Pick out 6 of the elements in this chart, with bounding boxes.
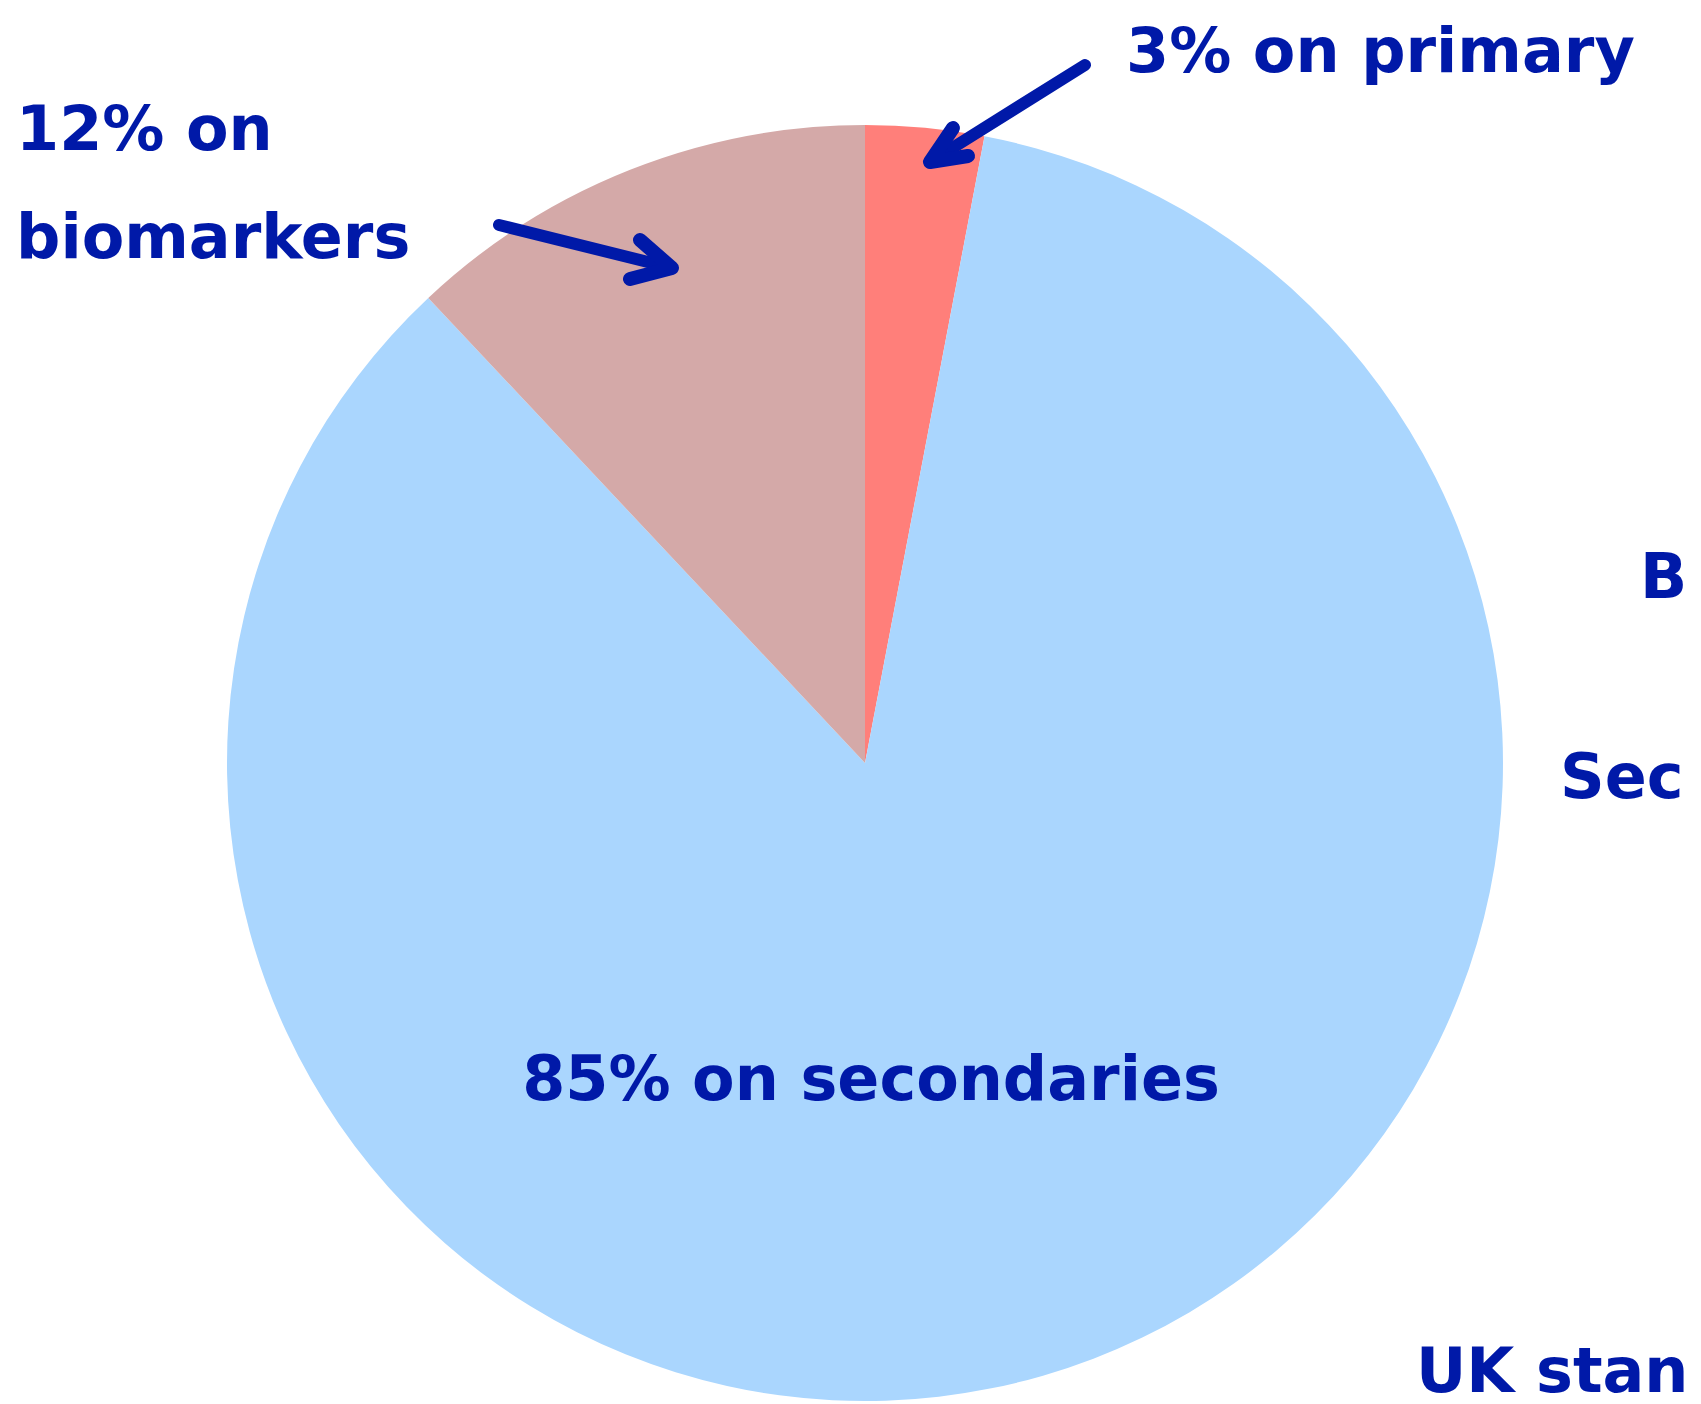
text: B <box>1640 540 1688 613</box>
text: Sec <box>1560 740 1684 813</box>
text: UK stan <box>1416 1334 1689 1404</box>
slice-label: 12% on biomarkers <box>16 92 411 273</box>
slice-label: 3% on primary <box>1126 14 1635 87</box>
slice-label: 85% on secondaries <box>522 1042 1220 1115</box>
